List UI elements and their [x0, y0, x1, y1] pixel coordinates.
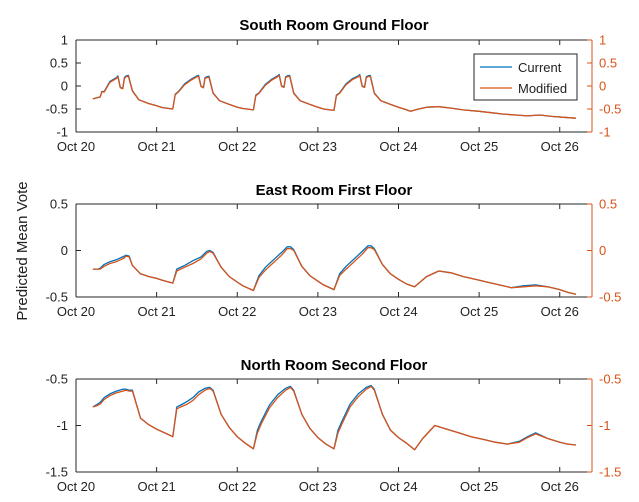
x-tick-label: Oct 26: [541, 139, 579, 154]
panel-north-room: North Room Second Floor Oct 20 Oct 21 Oct …: [46, 357, 622, 494]
x-tick-label: Oct 23: [299, 139, 337, 154]
series-line-modified: [92, 247, 577, 295]
x-tick-label: Oct 21: [137, 479, 175, 494]
panel-title: South Room Ground Floor: [239, 17, 428, 34]
right-y-tick-label: 0.5: [599, 197, 617, 212]
left-y-tick-label: -0.5: [46, 290, 68, 305]
x-tick-label: Oct 25: [460, 139, 498, 154]
x-tick-label: Oct 21: [137, 139, 175, 154]
x-tick-label: Oct 25: [460, 479, 498, 494]
left-y-tick-label: -1: [56, 418, 68, 433]
x-tick-label: Oct 20: [57, 304, 95, 319]
x-tick-label: Oct 26: [541, 304, 579, 319]
x-tick-label: Oct 22: [218, 304, 256, 319]
x-tick-label: Oct 23: [299, 304, 337, 319]
series-line-modified: [92, 74, 576, 119]
panel-title: North Room Second Floor: [241, 357, 428, 374]
x-tick-label: Oct 22: [218, 479, 256, 494]
x-tick-label: Oct 22: [218, 139, 256, 154]
left-y-tick-label: 0.5: [50, 197, 68, 212]
right-y-tick-label: -1: [599, 418, 611, 433]
x-tick-label: Oct 25: [460, 304, 498, 319]
shared-y-axis-label: Predicted Mean Vote: [14, 181, 31, 320]
panel-south-room: South Room Ground Floor Oct 20 Oct 21 Oct …: [46, 17, 622, 154]
left-y-tick-label: 0: [61, 243, 68, 258]
x-tick-label: Oct 21: [137, 304, 175, 319]
right-y-tick-label: -1.5: [599, 465, 621, 480]
x-tick-label: Oct 24: [379, 304, 417, 319]
left-y-tick-label: -0.5: [46, 102, 68, 117]
right-y-tick-label: 0: [599, 243, 606, 258]
series-line-modified: [92, 385, 576, 451]
left-y-tick-label: -1.5: [46, 465, 68, 480]
x-tick-label: Oct 24: [379, 479, 417, 494]
left-y-tick-label: -1: [56, 125, 68, 140]
right-y-tick-label: -0.5: [599, 290, 621, 305]
right-y-tick-label: -1: [599, 125, 611, 140]
x-tick-label: Oct 20: [57, 479, 95, 494]
x-tick-label: Oct 26: [541, 479, 579, 494]
left-y-tick-label: 0.5: [50, 56, 68, 71]
legend-box: [473, 53, 578, 101]
legend-modified-label: Modified: [518, 81, 567, 96]
right-y-tick-label: 0: [599, 79, 606, 94]
right-y-tick-label: 1: [599, 33, 606, 48]
panel-title: East Room First Floor: [256, 182, 413, 199]
left-y-tick-label: 1: [61, 33, 68, 48]
right-y-tick-label: 0.5: [599, 56, 617, 71]
right-y-tick-label: -0.5: [599, 102, 621, 117]
panel-east-room: East Room First Floor Oct 20 Oct 21 Oct 22…: [46, 182, 622, 319]
x-tick-label: Oct 23: [299, 479, 337, 494]
legend-current-label: Current: [518, 60, 562, 75]
x-tick-label: Oct 20: [57, 139, 95, 154]
legend: Current Modified: [473, 53, 578, 101]
left-y-tick-label: -0.5: [46, 372, 68, 387]
right-y-tick-label: -0.5: [599, 372, 621, 387]
x-tick-label: Oct 24: [379, 139, 417, 154]
left-y-tick-label: 0: [61, 79, 68, 94]
series-line-current: [92, 384, 576, 451]
